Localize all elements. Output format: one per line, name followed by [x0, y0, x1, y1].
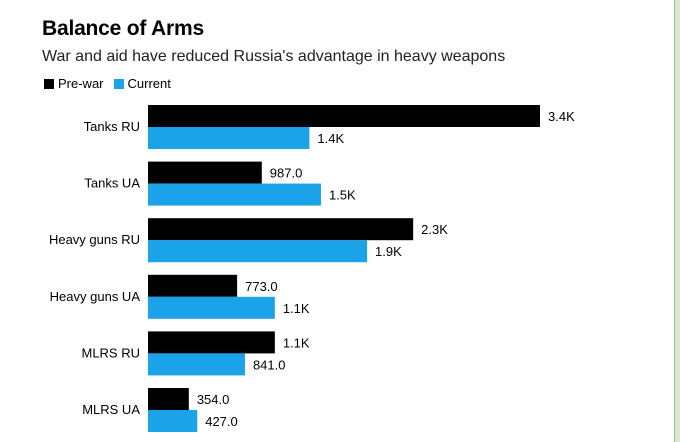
bar-tanks-ua-current — [148, 183, 321, 206]
legend-swatch-prewar — [44, 78, 54, 89]
page-edge-border — [674, 0, 680, 442]
value-label-tanks-ua-pre-war: 987.0 — [270, 166, 303, 181]
category-label-heavy-guns-ua: Heavy guns UA — [50, 289, 141, 304]
bar-heavy-guns-ua-current — [148, 296, 275, 319]
category-label-tanks-ru: Tanks RU — [84, 119, 140, 134]
category-label-heavy-guns-ru: Heavy guns RU — [49, 232, 140, 247]
bar-mlrs-ru-pre-war — [148, 331, 275, 354]
value-label-mlrs-ru-pre-war: 1.1K — [283, 335, 310, 350]
category-label-mlrs-ru: MLRS RU — [81, 345, 140, 360]
bar-mlrs-ua-pre-war — [148, 388, 189, 410]
legend-swatch-current — [113, 78, 124, 89]
category-label-mlrs-ua: MLRS UA — [82, 402, 140, 417]
legend-item-prewar: Pre-war — [44, 76, 104, 91]
legend-item-current: Current — [113, 76, 171, 91]
bar-heavy-guns-ru-pre-war — [148, 218, 414, 241]
chart-title: Balance of Arms — [42, 17, 204, 40]
value-label-mlrs-ua-current: 427.0 — [205, 414, 238, 429]
value-label-tanks-ua-current: 1.5K — [329, 188, 356, 203]
value-label-tanks-ru-pre-war: 3.4K — [548, 109, 575, 124]
bar-tanks-ru-current — [148, 127, 310, 149]
bar-tanks-ru-pre-war — [148, 105, 540, 127]
bar-mlrs-ru-current — [148, 353, 245, 376]
bar-tanks-ua-pre-war — [148, 161, 262, 184]
value-label-heavy-guns-ua-pre-war: 773.0 — [245, 279, 278, 294]
chart-legend: Pre-war Current — [44, 76, 181, 91]
legend-label-prewar: Pre-war — [58, 76, 104, 91]
value-label-tanks-ru-current: 1.4K — [317, 131, 344, 146]
legend-label-current: Current — [127, 76, 171, 91]
value-label-mlrs-ru-current: 841.0 — [253, 357, 286, 372]
category-label-tanks-ua: Tanks UA — [84, 176, 140, 191]
value-label-heavy-guns-ru-current: 1.9K — [375, 244, 402, 259]
chart-subtitle: War and aid have reduced Russia's advant… — [42, 48, 506, 65]
bar-heavy-guns-ua-pre-war — [148, 274, 238, 297]
value-label-heavy-guns-ru-pre-war: 2.3K — [421, 222, 448, 237]
value-label-mlrs-ua-pre-war: 354.0 — [197, 392, 230, 407]
bar-heavy-guns-ru-current — [148, 240, 368, 263]
bar-mlrs-ua-current — [148, 410, 198, 432]
value-label-heavy-guns-ua-current: 1.1K — [283, 301, 310, 316]
